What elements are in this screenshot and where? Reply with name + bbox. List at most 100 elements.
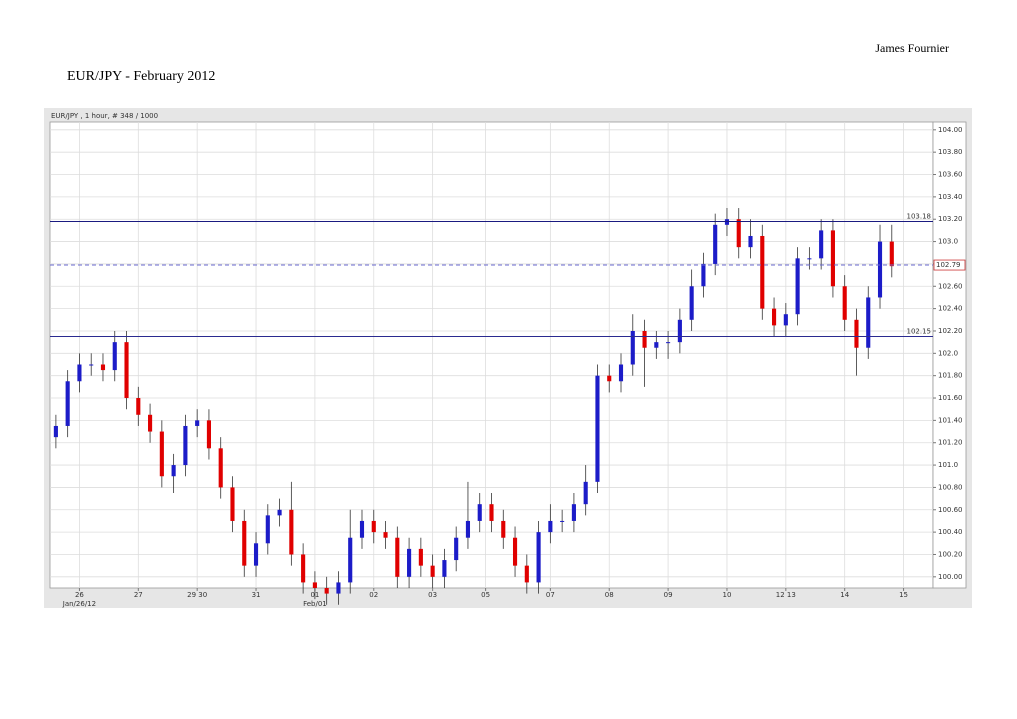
y-tick-label: 101.40 [938,416,963,424]
y-tick-label: 103.40 [938,193,963,201]
x-tick-label: 14 [840,591,849,599]
candle-body [501,520,506,538]
candle-body [630,330,635,365]
candle-body [77,364,82,382]
candle-body [819,230,824,259]
candle-body [430,565,435,577]
level-label: 102.15 [907,328,932,336]
x-date-label: Jan/26/12 [62,600,96,608]
candle-body [195,420,200,426]
candle-body [607,375,612,382]
candle-body [877,241,883,298]
candle-body [830,230,835,287]
candle-body [618,364,624,382]
candle-body [100,364,106,371]
candle-body [124,342,129,399]
candle-body [277,509,282,516]
candle-body [807,258,812,260]
candle-body [206,420,212,449]
y-tick-label: 100.20 [938,550,963,558]
candle-body [336,582,341,594]
x-tick-label: 09 [664,591,673,599]
candle-body [65,381,70,426]
candle-body [524,565,529,583]
y-tick-label: 103.80 [938,148,963,156]
candle-body [713,224,718,264]
candle-body [89,364,94,366]
x-tick-label: 03 [428,591,437,599]
y-tick-label: 100.40 [938,528,963,536]
candle-body [724,219,730,225]
level-label: 103.18 [907,212,932,220]
candle-body [383,532,388,538]
candle-body [748,235,753,248]
candle-body [159,431,164,477]
author: James Fournier [875,41,949,55]
candle-body [866,297,871,348]
x-tick-label: 10 [723,591,732,599]
candle-body [795,258,800,315]
candle-body [512,537,518,566]
y-tick-label: 101.60 [938,394,963,402]
candle-body [218,448,223,488]
candle-body [666,342,671,344]
x-tick-label: 02 [369,591,378,599]
candle-body [771,308,777,326]
candle-body [418,548,423,566]
chart-caption: EUR/JPY , 1 hour, # 348 / 1000 [51,112,158,120]
candle-body [171,465,176,477]
x-tick-label: 15 [899,591,908,599]
y-tick-label: 102.20 [938,327,963,335]
candle-body [548,520,553,533]
candle-body [583,481,588,505]
x-tick-label: 31 [252,591,261,599]
candle-body [112,342,117,371]
candle-body [701,263,706,287]
y-tick-label: 104.00 [938,126,963,134]
x-date-label: Feb/01 [303,600,327,608]
y-tick-label: 102.60 [938,282,963,290]
candle-body [136,398,141,415]
candle-body [677,319,682,343]
candle-body [595,375,600,482]
x-tick-label: 27 [134,591,143,599]
y-tick-label: 101.0 [938,461,958,469]
y-tick-label: 100.80 [938,483,963,491]
candle-body [783,314,788,326]
doc-title: EUR/JPY - February 2012 [67,69,215,84]
candle-body [889,241,894,267]
candle-body [253,543,259,566]
candle-body [407,548,412,577]
candle-body [265,515,270,544]
candle-body [536,532,541,583]
y-tick-label: 102.40 [938,305,963,313]
candle-body [359,520,365,538]
y-tick-label: 102.0 [938,349,958,357]
candle-body [230,487,235,521]
x-tick-label: 05 [481,591,490,599]
y-tick-label: 103.20 [938,215,963,223]
candle-body [560,520,565,522]
candle-body [312,582,317,588]
level-box [933,259,966,271]
x-tick-label: 07 [546,591,555,599]
candle-body [301,554,306,583]
candle-body [654,342,659,348]
candle-body [454,537,459,561]
y-axis-area [932,121,967,589]
candle-body [854,319,859,348]
candle-body [489,504,494,521]
level-label: 102.79 [936,261,961,269]
y-tick-label: 101.80 [938,372,963,380]
candle-body [736,219,741,248]
candle-body [53,425,58,438]
x-tick-label: 29 30 [187,591,207,599]
candle-body [571,504,576,521]
candle-body [395,537,400,577]
candle-body [289,509,294,555]
y-tick-label: 100.00 [938,573,963,581]
y-tick-label: 101.20 [938,439,963,447]
x-tick-label: 12 13 [776,591,796,599]
